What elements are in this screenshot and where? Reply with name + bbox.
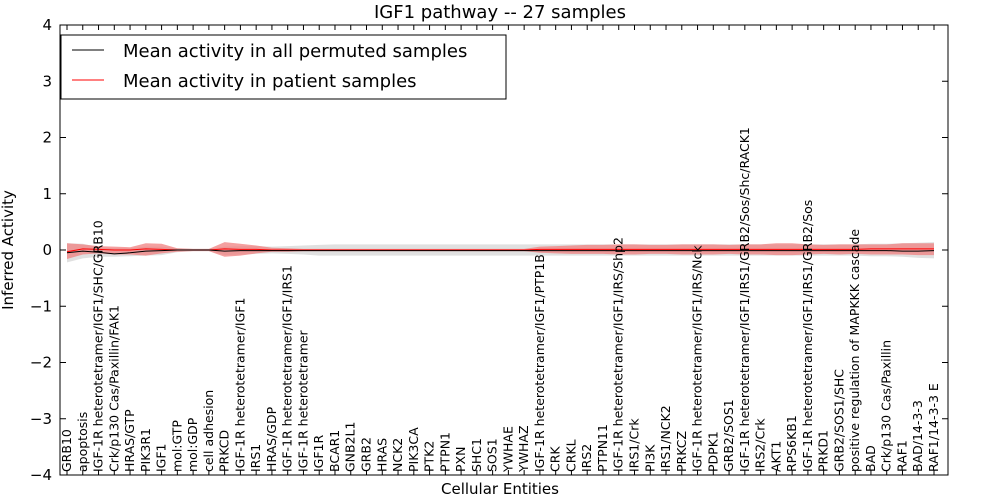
legend-label-permuted: Mean activity in all permuted samples	[123, 41, 467, 62]
x-tick-label: SHC1	[469, 438, 484, 472]
y-tick-label: −4	[30, 466, 52, 484]
legend-box	[60, 34, 507, 100]
plot-area	[66, 242, 935, 263]
x-tick-label: cell adhesion	[201, 390, 216, 472]
y-tick-label: −2	[30, 354, 52, 372]
x-tick-label: IGF-1R heterotetramer/IGF1/IRS1	[280, 265, 295, 472]
y-tick-label: −1	[30, 297, 52, 315]
x-tick-label: IRS1/Crk	[626, 418, 641, 472]
x-tick-label: GRB2/SOS1	[721, 399, 736, 472]
x-tick-label: BAD	[863, 445, 878, 472]
x-tick-label: YWHAE	[500, 426, 515, 473]
y-tick-label: 1	[42, 185, 52, 203]
x-tick-label: RAF1	[894, 440, 909, 472]
x-axis: GRB10 apoptosis IGF-1R heterotetramer/IGF1…	[59, 25, 941, 475]
x-tick-label: HRAS/GTP	[122, 409, 137, 472]
x-tick-label: RPS6KB1	[784, 415, 799, 472]
x-tick-label: PIK3CA	[406, 427, 421, 472]
chart-title: IGF1 pathway -- 27 samples	[374, 2, 626, 23]
y-tick-label: 3	[42, 72, 52, 90]
x-tick-label: PRKCZ	[674, 431, 689, 472]
x-tick-label: mol:GTP	[169, 420, 184, 472]
x-tick-label: HRAS	[374, 438, 389, 472]
y-tick-label: 4	[42, 16, 52, 34]
x-tick-label: IRS1/NCK2	[658, 405, 673, 472]
x-tick-label: AKT1	[768, 441, 783, 472]
x-tick-label: IGF-1R heterotetramer/IGF1/PTP1B	[532, 254, 547, 472]
x-tick-label: RAF1/14-3-3 E	[926, 383, 941, 472]
x-tick-label: HRAS/GDP	[264, 406, 279, 472]
x-tick-label: NCK2	[390, 438, 405, 472]
x-tick-label: IGF-1R heterotetramer/IGF1/IRS1/GRB2/Sos	[800, 200, 815, 472]
x-tick-label: mol:GDP	[185, 417, 200, 472]
x-tick-label: PIK3R1	[138, 428, 153, 472]
x-tick-label: Crk/p130 Cas/Paxillin	[879, 340, 894, 472]
x-tick-label: IGF-1R heterotetramer/IGF1/IRS/Shp2	[611, 237, 626, 472]
plot-frame	[59, 24, 949, 476]
x-tick-label: YWHAZ	[516, 425, 531, 473]
x-tick-label: CRK	[548, 446, 563, 472]
x-tick-label: GRB2	[359, 437, 374, 472]
x-tick-label: IGF-1R heterotetramer/IGF1/SHC/GRB10	[91, 220, 106, 472]
x-tick-label: CRKL	[563, 439, 578, 472]
x-tick-label: IGF-1R heterotetramer/IGF1	[232, 298, 247, 472]
x-tick-label: IGF-1R heterotetramer	[295, 329, 310, 472]
x-tick-label: IGF1	[154, 443, 169, 472]
y-tick-label: 0	[42, 241, 52, 259]
x-tick-label: IRS2/Crk	[753, 418, 768, 472]
x-tick-label: BCAR1	[327, 430, 342, 472]
x-tick-label: PDPK1	[705, 431, 720, 472]
x-tick-label: PTK2	[422, 441, 437, 472]
x-tick-label: GNB2L1	[343, 422, 358, 472]
y-tick-label: 2	[42, 129, 52, 147]
x-tick-label: GRB2/SOS1/SHC	[831, 369, 846, 472]
x-tick-label: IGF1R	[311, 434, 326, 472]
legend-label-patient: Mean activity in patient samples	[123, 71, 417, 92]
y-axis-label: Inferred Activity	[0, 190, 17, 310]
x-tick-label: IRS2	[579, 444, 594, 472]
x-tick-label: IRS1	[248, 444, 263, 472]
x-tick-label: PTPN1	[437, 432, 452, 472]
x-tick-label: PRKD1	[816, 430, 831, 472]
legend: Mean activity in all permuted samples Me…	[60, 34, 507, 100]
x-tick-label: IGF-1R heterotetramer/IGF1/IRS/Nck	[690, 245, 705, 472]
x-tick-label: PTPN11	[595, 424, 610, 472]
x-tick-label: apoptosis	[75, 412, 90, 472]
x-tick-label: IGF-1R heterotetramer/IGF1/IRS1/GRB2/Sos…	[737, 127, 752, 472]
x-tick-label: Crk/p130 Cas/Paxillin/FAK1	[106, 305, 121, 472]
x-tick-label: positive regulation of MAPKKK cascade	[847, 229, 862, 472]
x-tick-label: PI3K	[642, 444, 657, 472]
x-tick-label: PXN	[453, 447, 468, 472]
x-tick-label: GRB10	[59, 429, 74, 472]
permuted-mean-line	[66, 249, 935, 255]
x-tick-label: BAD/14-3-3	[910, 400, 925, 472]
y-tick-label: −3	[30, 410, 52, 428]
x-tick-label: SOS1	[485, 438, 500, 472]
x-axis-label: Cellular Entities	[441, 480, 559, 498]
x-tick-label: PRKCD	[217, 430, 232, 472]
